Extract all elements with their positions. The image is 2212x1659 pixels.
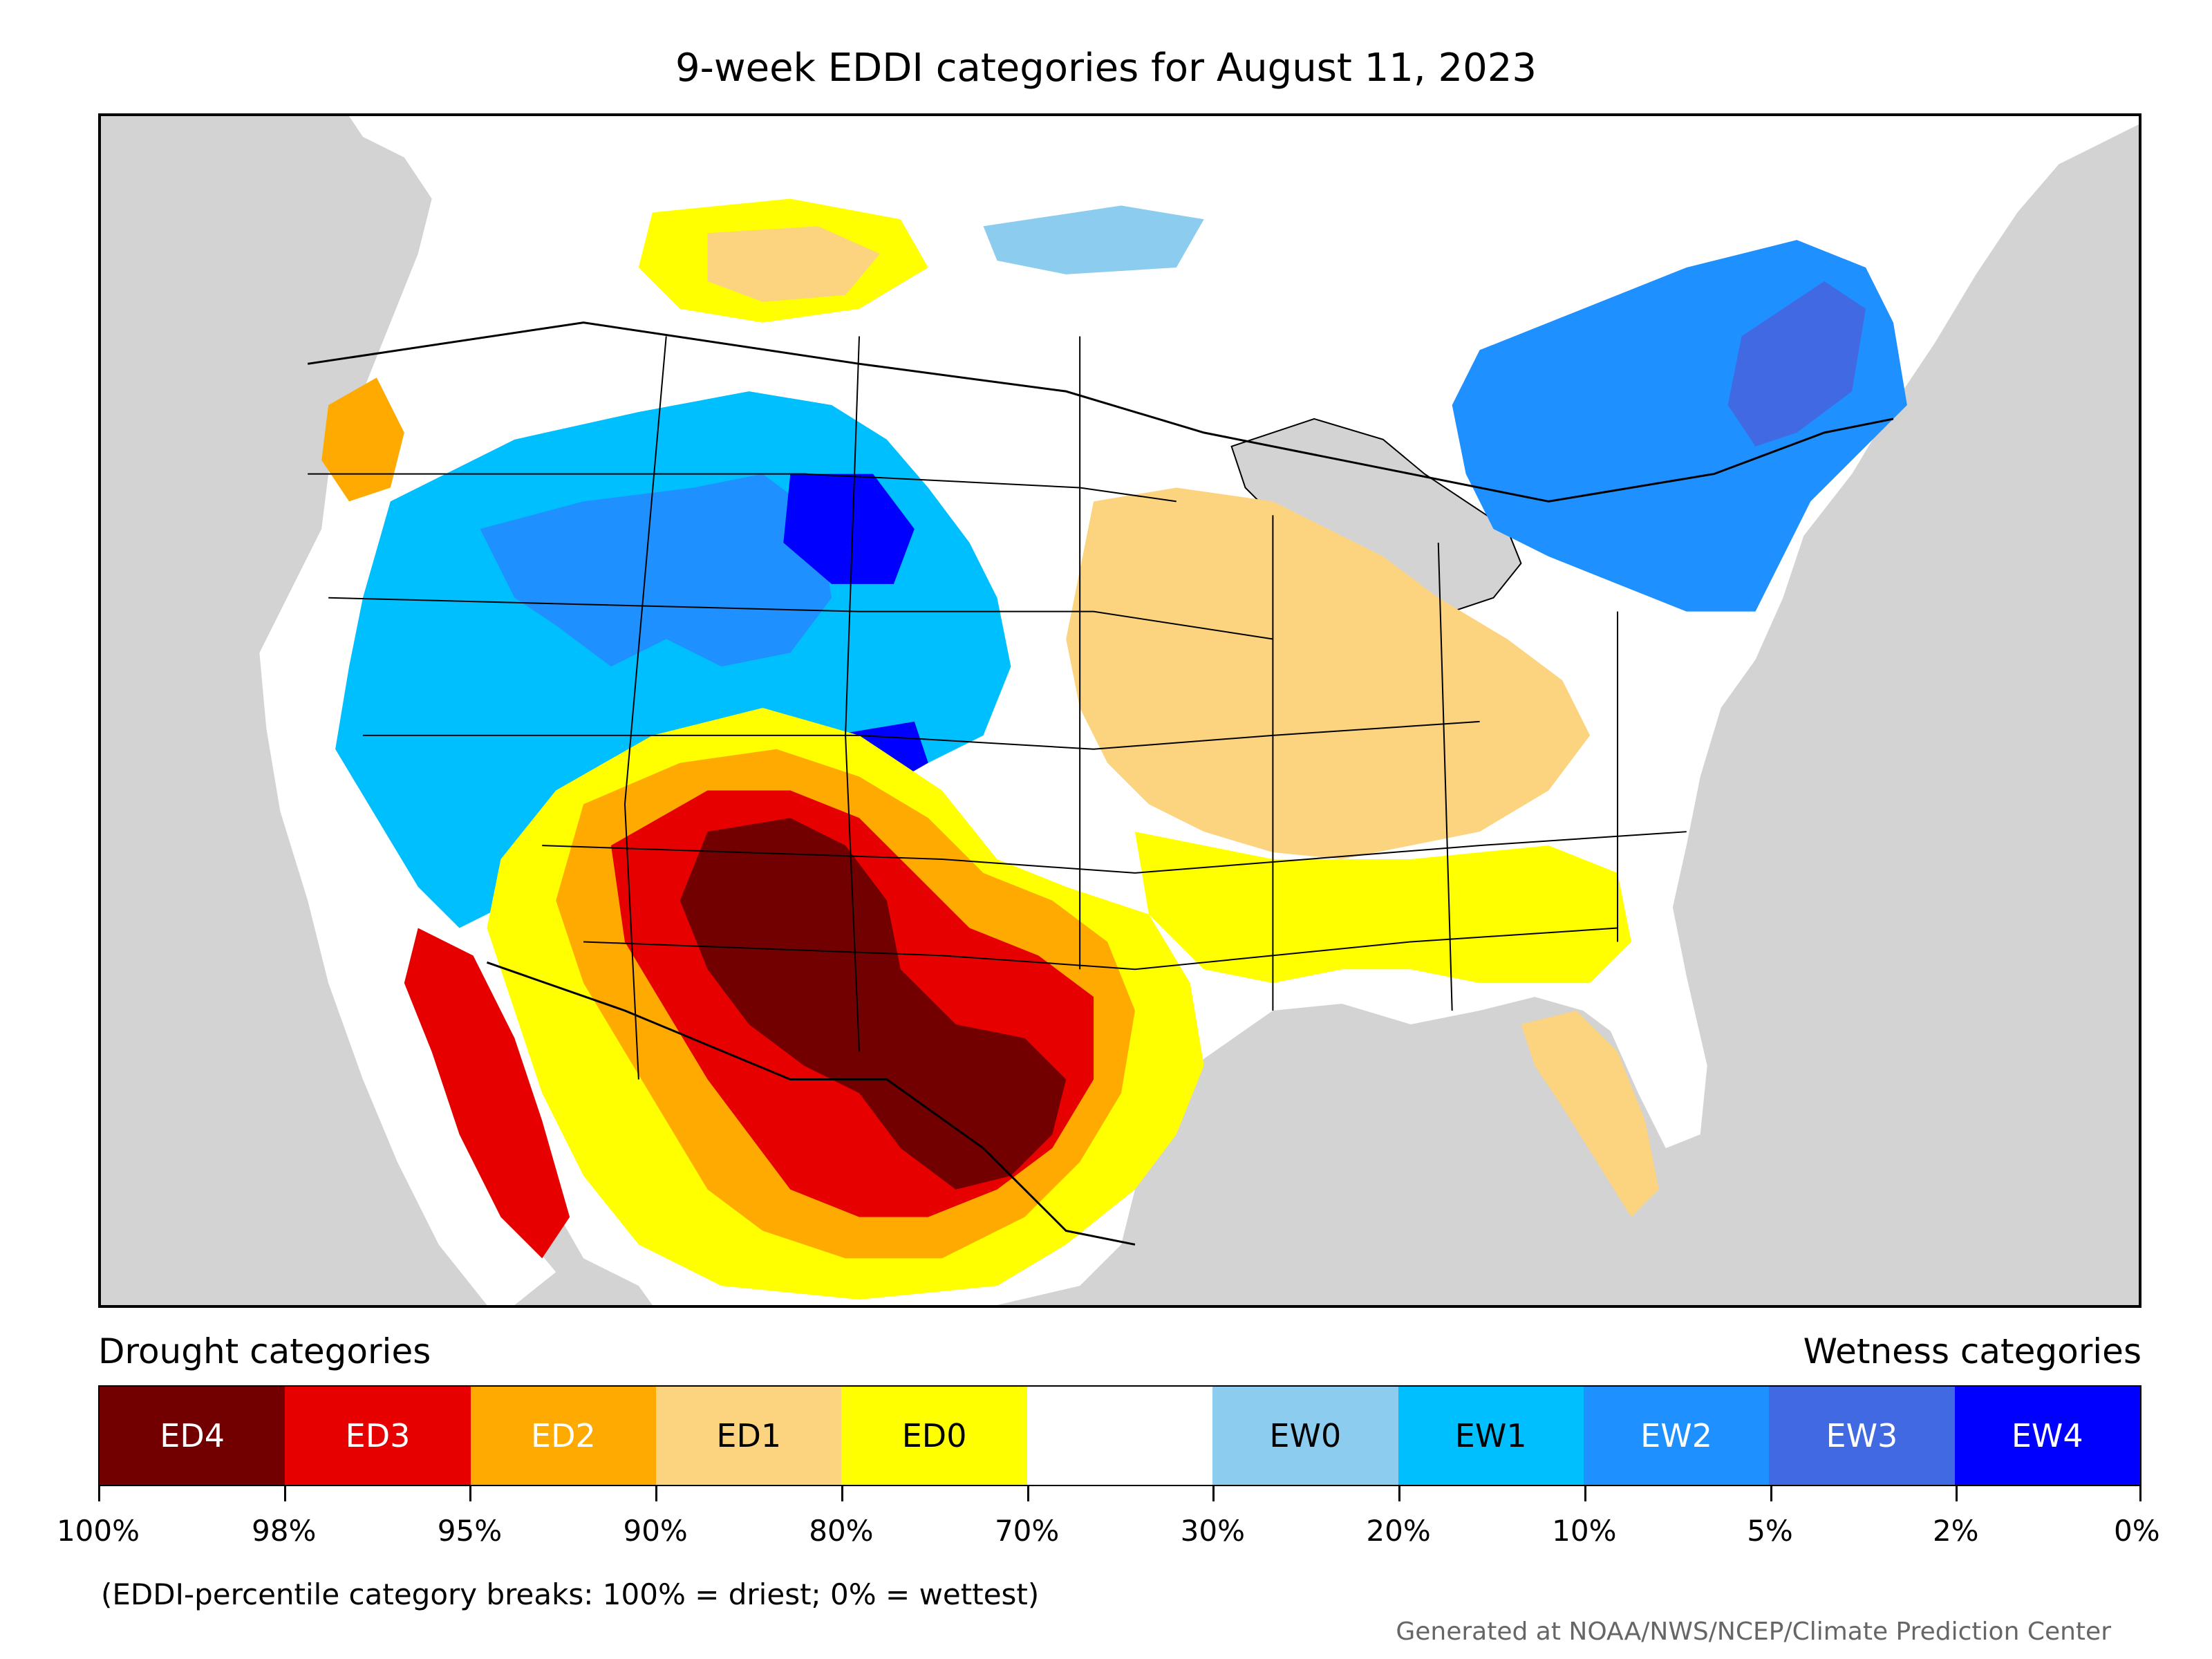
dry-area-pacific-nw [321, 377, 404, 502]
category-colorbar: ED4 ED3 ED2 ED1 ED0 EW0 EW1 EW2 EW3 EW4 [98, 1385, 2141, 1486]
colorbar-tick-label: 20% [1366, 1514, 1431, 1548]
colorbar-tick-label: 30% [1180, 1514, 1246, 1548]
us-canada-border [307, 321, 1894, 503]
colorbar-tick [1027, 1486, 1029, 1501]
category-note: (EDDI-percentile category breaks: 100% =… [101, 1577, 1040, 1611]
category-swatch: EW4 [1954, 1387, 2140, 1485]
category-swatch: ED1 [656, 1387, 842, 1485]
dry-area-midwest [1066, 487, 1591, 859]
colorbar-tick [98, 1486, 100, 1501]
colorbar-ticks [98, 1486, 2141, 1503]
colorbar-tick-label: 80% [809, 1514, 874, 1548]
category-swatch [1027, 1387, 1213, 1485]
category-swatch: ED2 [470, 1387, 657, 1485]
credit-line: Generated at NOAA/NWS/NCEP/Climate Predi… [1396, 1618, 2111, 1646]
wet-area-core [480, 474, 832, 667]
colorbar-tick-label: 98% [252, 1514, 317, 1548]
dry-area-southwest-ed4 [679, 818, 1067, 1190]
colorbar-tick-label: 90% [623, 1514, 688, 1548]
map-panel [98, 113, 2141, 1308]
colorbar-tick [283, 1486, 286, 1501]
colorbar-tick-label: 5% [1747, 1514, 1793, 1548]
category-swatch: ED0 [841, 1387, 1027, 1485]
map-title: 9-week EDDI categories for August 11, 20… [675, 46, 1537, 91]
dry-area-canada-ed1 [707, 226, 880, 302]
colorbar-tick-label: 95% [437, 1514, 503, 1548]
colorbar-tick-label: 0% [2114, 1514, 2160, 1548]
wet-area-wyoming [783, 474, 915, 584]
category-swatch: EW1 [1398, 1387, 1584, 1485]
colorbar-tick-label: 100% [56, 1514, 140, 1548]
us-mexico-border [486, 961, 1136, 1246]
eddi-map [101, 116, 2139, 1305]
colorbar-tick [655, 1486, 658, 1501]
wetness-categories-heading: Wetness categories [1803, 1331, 2141, 1371]
category-swatch: EW0 [1212, 1387, 1398, 1485]
colorbar-tick [1398, 1486, 1401, 1501]
colorbar-tick-label: 70% [994, 1514, 1060, 1548]
category-swatch: EW3 [1769, 1387, 1955, 1485]
category-swatch: ED4 [100, 1387, 285, 1485]
colorbar-tick [2139, 1486, 2141, 1501]
dry-area-florida [1521, 1010, 1659, 1217]
colorbar-tick [1212, 1486, 1215, 1501]
wet-area-canada-north [983, 205, 1204, 274]
colorbar-tick [469, 1486, 472, 1501]
category-swatch: EW2 [1583, 1387, 1770, 1485]
dry-area-baja [404, 928, 570, 1259]
colorbar-tick-label: 2% [1932, 1514, 1979, 1548]
colorbar-tick-label: 10% [1552, 1514, 1617, 1548]
wet-area-quebec [1727, 281, 1866, 447]
drought-categories-heading: Drought categories [98, 1331, 431, 1371]
colorbar-tick [1770, 1486, 1772, 1501]
state-borders [308, 336, 1687, 1080]
colorbar-tick [1584, 1486, 1586, 1501]
colorbar-tick [841, 1486, 843, 1501]
dry-area-yellow-south [1134, 832, 1631, 984]
colorbar-tick [1956, 1486, 1958, 1501]
category-swatch: ED3 [285, 1387, 471, 1485]
